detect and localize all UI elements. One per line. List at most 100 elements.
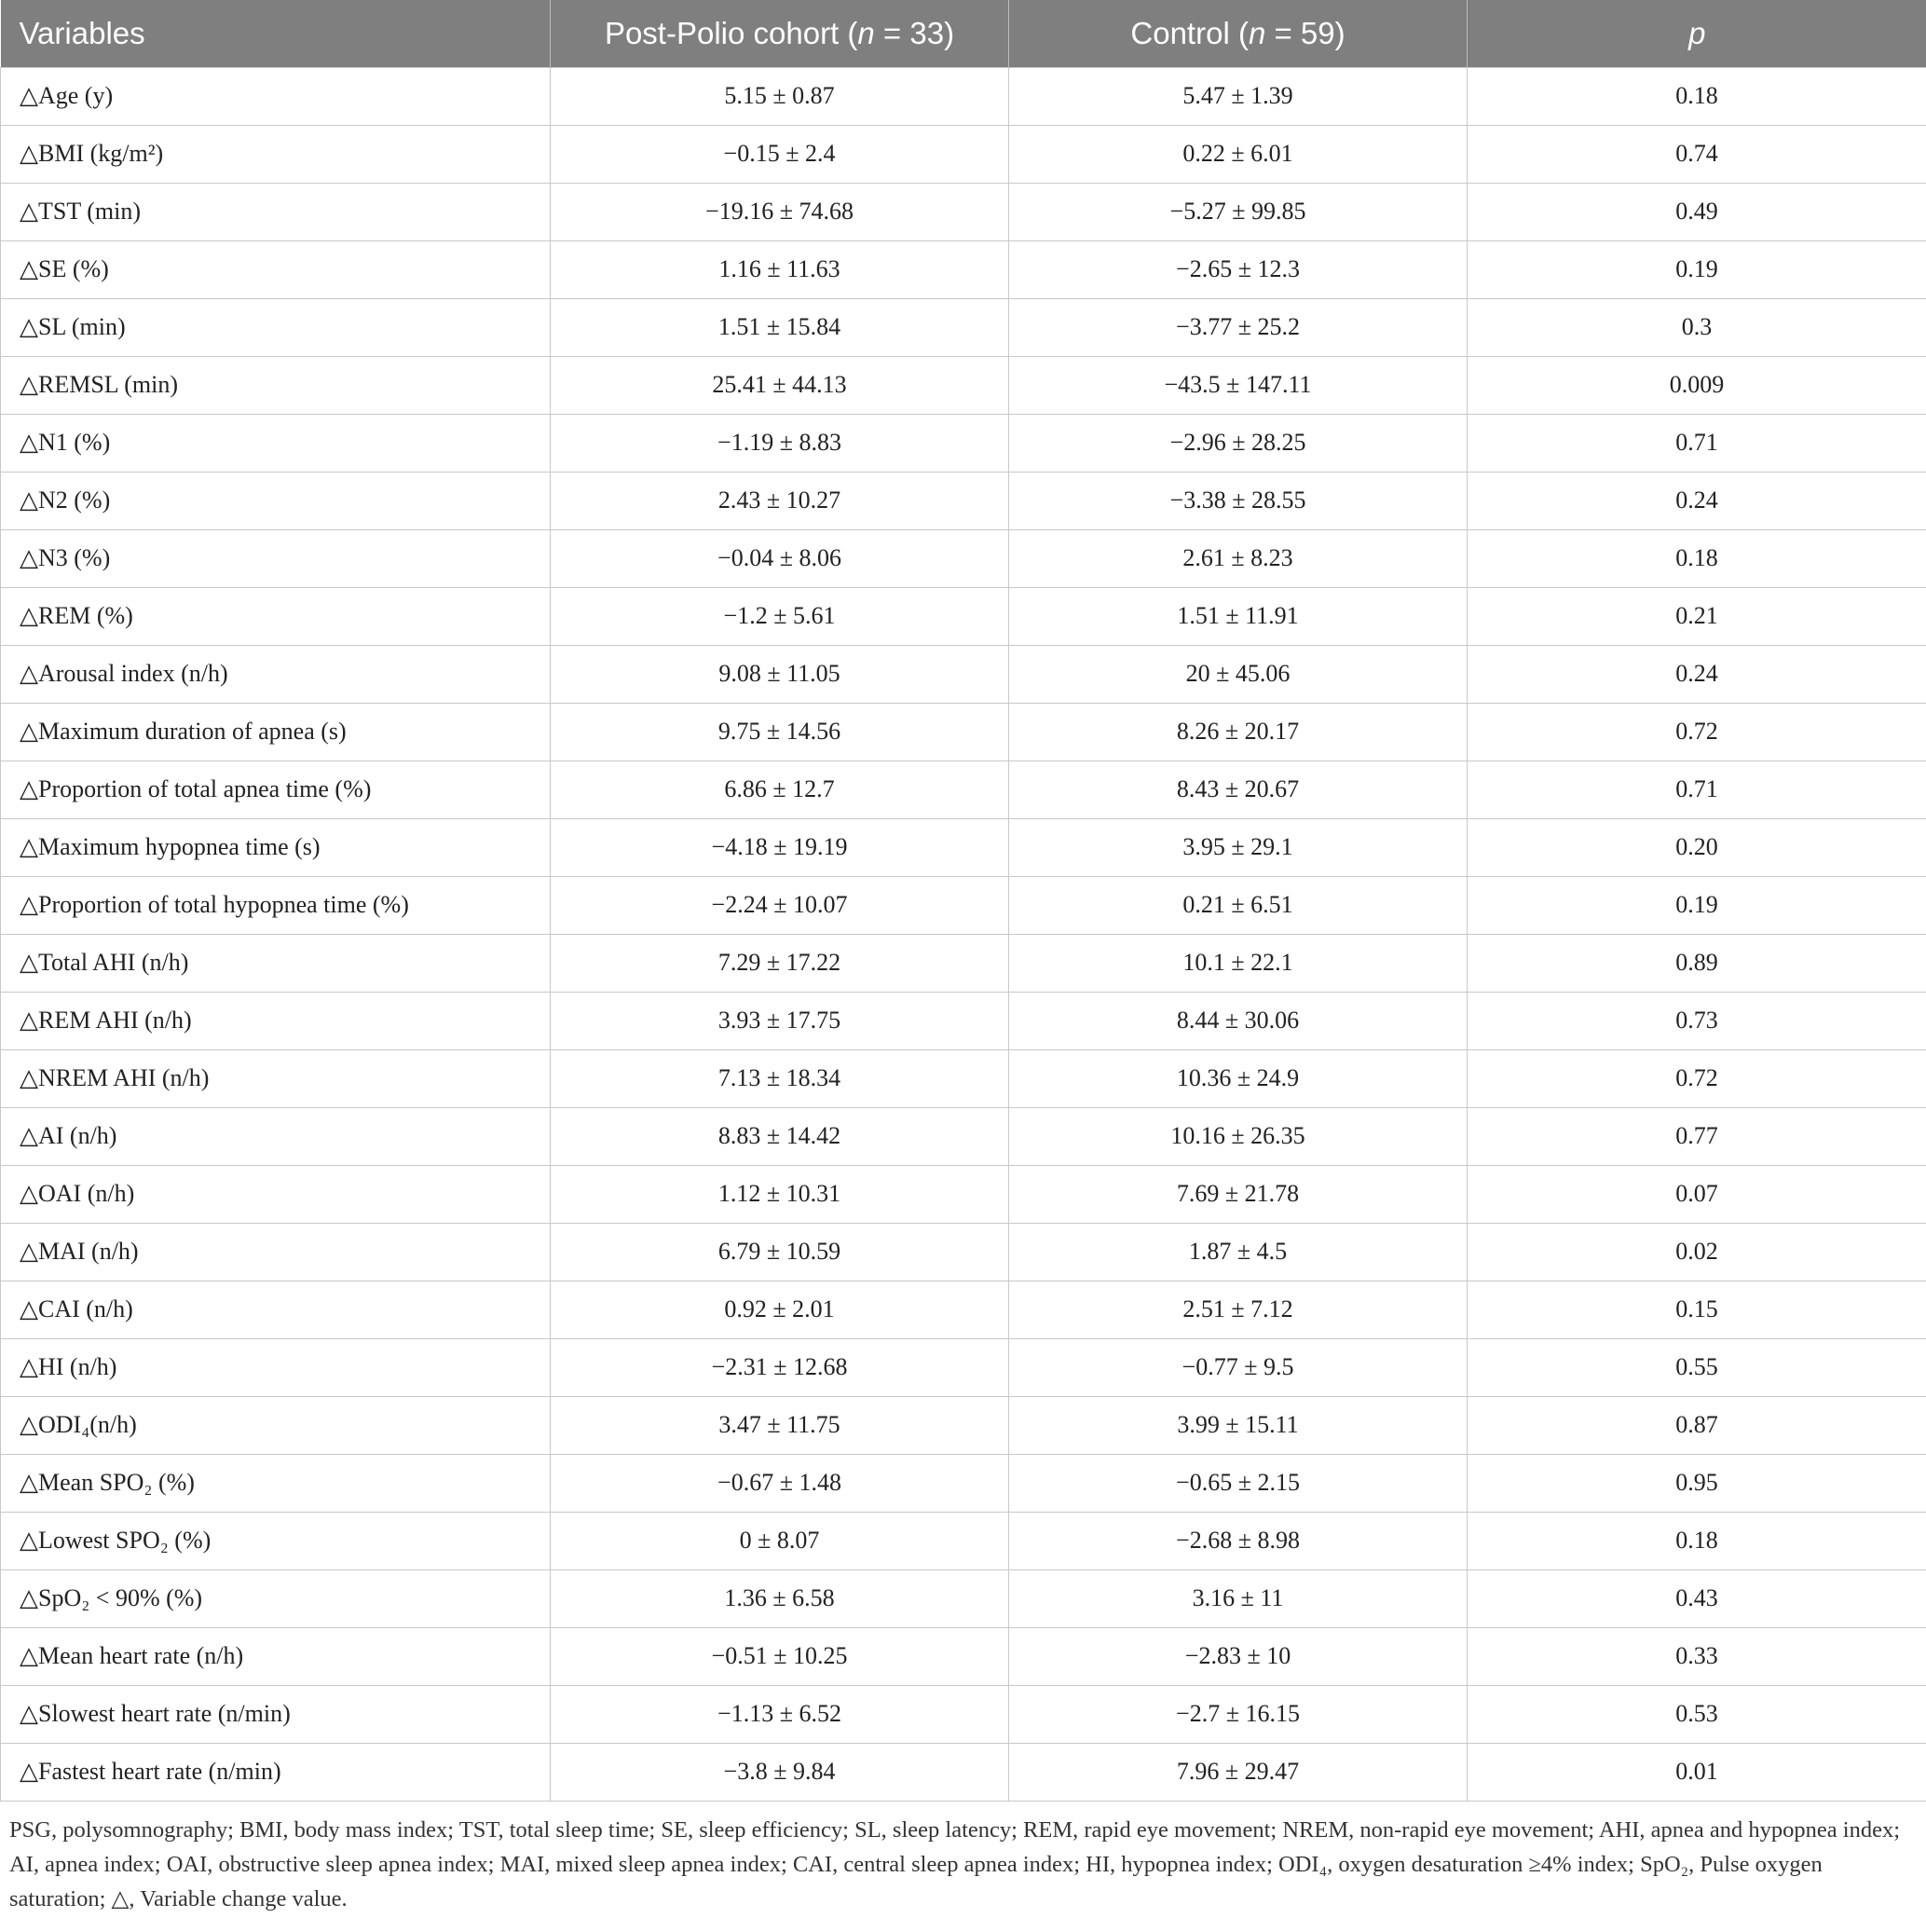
value-cell: −0.65 ± 2.15: [1008, 1453, 1468, 1513]
variable-cell: △Arousal index (n/h): [0, 644, 551, 704]
value-cell: 0.21 ± 6.51: [1008, 875, 1468, 935]
value-cell: −2.68 ± 8.98: [1008, 1511, 1468, 1570]
table-row: △HI (n/h) −2.31 ± 12.68 −0.77 ± 9.5 0.55: [0, 1337, 1926, 1397]
header-text: Post-Polio cohort (: [604, 15, 858, 50]
variable-cell: △MAI (n/h): [0, 1222, 551, 1281]
value-cell: −0.51 ± 10.25: [550, 1626, 1009, 1686]
value-cell: 0.87: [1467, 1395, 1926, 1455]
value-cell: 0.95: [1467, 1453, 1926, 1513]
variable-cell: △ODI₄(n/h): [0, 1395, 551, 1455]
table-row: △N2 (%) 2.43 ± 10.27 −3.38 ± 28.55 0.24: [0, 471, 1926, 530]
variable-cell: △REMSL (min): [0, 355, 551, 415]
header-cell: Variables: [0, 0, 551, 67]
value-cell: 3.47 ± 11.75: [550, 1395, 1009, 1455]
table-row: △TST (min) −19.16 ± 74.68 −5.27 ± 99.85 0.4…: [0, 182, 1926, 241]
value-cell: 0.72: [1467, 1048, 1926, 1108]
table-row: △Fastest heart rate (n/min) −3.8 ± 9.84 7.…: [0, 1742, 1926, 1802]
value-cell: 0 ± 8.07: [550, 1511, 1009, 1570]
value-cell: 7.96 ± 29.47: [1008, 1742, 1468, 1802]
value-cell: −0.67 ± 1.48: [550, 1453, 1009, 1513]
header-cell: Post-Polio cohort (n = 33): [550, 0, 1009, 67]
header-text: p: [1688, 15, 1706, 50]
value-cell: 0.55: [1467, 1337, 1926, 1397]
table-row: △Maximum duration of apnea (s) 9.75 ± 14.…: [0, 702, 1926, 761]
value-cell: 9.08 ± 11.05: [550, 644, 1009, 704]
data-table: Variables Post-Polio cohort (n = 33) Contr…: [0, 0, 1926, 1802]
variable-cell: △AI (n/h): [0, 1106, 551, 1166]
value-cell: 6.79 ± 10.59: [550, 1222, 1009, 1281]
value-cell: 5.47 ± 1.39: [1008, 66, 1468, 126]
value-cell: 0.18: [1467, 528, 1926, 588]
variable-cell: △N2 (%): [0, 471, 551, 530]
table-row: △OAI (n/h) 1.12 ± 10.31 7.69 ± 21.78 0.07: [0, 1164, 1926, 1224]
table-row: △Arousal index (n/h) 9.08 ± 11.05 20 ± 45.…: [0, 644, 1926, 704]
value-cell: 0.33: [1467, 1626, 1926, 1686]
header-cell: p: [1467, 0, 1926, 67]
table-row: △N3 (%) −0.04 ± 8.06 2.61 ± 8.23 0.18: [0, 528, 1926, 588]
table-row: △Mean heart rate (n/h) −0.51 ± 10.25 −2.83…: [0, 1626, 1926, 1686]
value-cell: −2.65 ± 12.3: [1008, 240, 1468, 299]
value-cell: 0.07: [1467, 1164, 1926, 1224]
value-cell: −2.7 ± 16.15: [1008, 1684, 1468, 1744]
value-cell: 0.19: [1467, 240, 1926, 299]
value-cell: −0.04 ± 8.06: [550, 528, 1009, 588]
header-text: n: [1248, 15, 1266, 50]
value-cell: −2.31 ± 12.68: [550, 1337, 1009, 1397]
variable-cell: △Fastest heart rate (n/min): [0, 1742, 551, 1802]
value-cell: 0.89: [1467, 933, 1926, 993]
variable-cell: △REM (%): [0, 586, 551, 646]
variable-cell: △Maximum duration of apnea (s): [0, 702, 551, 761]
value-cell: 0.15: [1467, 1280, 1926, 1339]
value-cell: 3.16 ± 11: [1008, 1569, 1468, 1628]
value-cell: 2.43 ± 10.27: [550, 471, 1009, 530]
variable-cell: △Mean SPO₂ (%): [0, 1453, 551, 1513]
value-cell: −2.24 ± 10.07: [550, 875, 1009, 935]
value-cell: 0.43: [1467, 1569, 1926, 1628]
variable-cell: △OAI (n/h): [0, 1164, 551, 1224]
variable-cell: △CAI (n/h): [0, 1280, 551, 1339]
variable-cell: △N3 (%): [0, 528, 551, 588]
table-row: △SE (%) 1.16 ± 11.63 −2.65 ± 12.3 0.19: [0, 240, 1926, 299]
value-cell: −2.83 ± 10: [1008, 1626, 1468, 1686]
table-row: △Slowest heart rate (n/min) −1.13 ± 6.52−…: [0, 1684, 1926, 1744]
header-text: n: [857, 15, 875, 50]
value-cell: 0.01: [1467, 1742, 1926, 1802]
value-cell: 0.18: [1467, 66, 1926, 126]
value-cell: −3.77 ± 25.2: [1008, 297, 1468, 357]
value-cell: −0.77 ± 9.5: [1008, 1337, 1468, 1397]
table-row: △Total AHI (n/h) 7.29 ± 17.22 10.1 ± 22.1 0…: [0, 933, 1926, 993]
table-row: △Proportion of total hypopnea time (%) −2…: [0, 875, 1926, 935]
variable-cell: △TST (min): [0, 182, 551, 241]
variable-cell: △SL (min): [0, 297, 551, 357]
table-row: △REM AHI (n/h) 3.93 ± 17.75 8.44 ± 30.06 0.…: [0, 991, 1926, 1050]
header-text: = 59): [1265, 15, 1345, 50]
variable-cell: △Lowest SPO₂ (%): [0, 1511, 551, 1570]
value-cell: −3.38 ± 28.55: [1008, 471, 1468, 530]
value-cell: 0.24: [1467, 644, 1926, 704]
value-cell: 10.16 ± 26.35: [1008, 1106, 1468, 1166]
value-cell: −1.19 ± 8.83: [550, 413, 1009, 473]
value-cell: 0.92 ± 2.01: [550, 1280, 1009, 1339]
value-cell: −19.16 ± 74.68: [550, 182, 1009, 241]
table-row: △MAI (n/h) 6.79 ± 10.59 1.87 ± 4.5 0.02: [0, 1222, 1926, 1281]
value-cell: 1.51 ± 15.84: [550, 297, 1009, 357]
variable-cell: △BMI (kg/m²): [0, 124, 551, 184]
value-cell: 10.1 ± 22.1: [1008, 933, 1468, 993]
value-cell: 0.3: [1467, 297, 1926, 357]
table-row: △CAI (n/h) 0.92 ± 2.01 2.51 ± 7.12 0.15: [0, 1280, 1926, 1339]
value-cell: 20 ± 45.06: [1008, 644, 1468, 704]
value-cell: 0.73: [1467, 991, 1926, 1050]
variable-cell: △HI (n/h): [0, 1337, 551, 1397]
value-cell: 0.18: [1467, 1511, 1926, 1570]
header-cell: Control (n = 59): [1008, 0, 1468, 67]
value-cell: 0.72: [1467, 702, 1926, 761]
value-cell: −0.15 ± 2.4: [550, 124, 1009, 184]
value-cell: 7.69 ± 21.78: [1008, 1164, 1468, 1224]
value-cell: 1.36 ± 6.58: [550, 1569, 1009, 1628]
value-cell: 10.36 ± 24.9: [1008, 1048, 1468, 1108]
value-cell: 7.29 ± 17.22: [550, 933, 1009, 993]
variable-cell: △Slowest heart rate (n/min): [0, 1684, 551, 1744]
value-cell: 3.99 ± 15.11: [1008, 1395, 1468, 1455]
value-cell: 3.95 ± 29.1: [1008, 817, 1468, 877]
table-row: △AI (n/h) 8.83 ± 14.42 10.16 ± 26.35 0.77: [0, 1106, 1926, 1166]
